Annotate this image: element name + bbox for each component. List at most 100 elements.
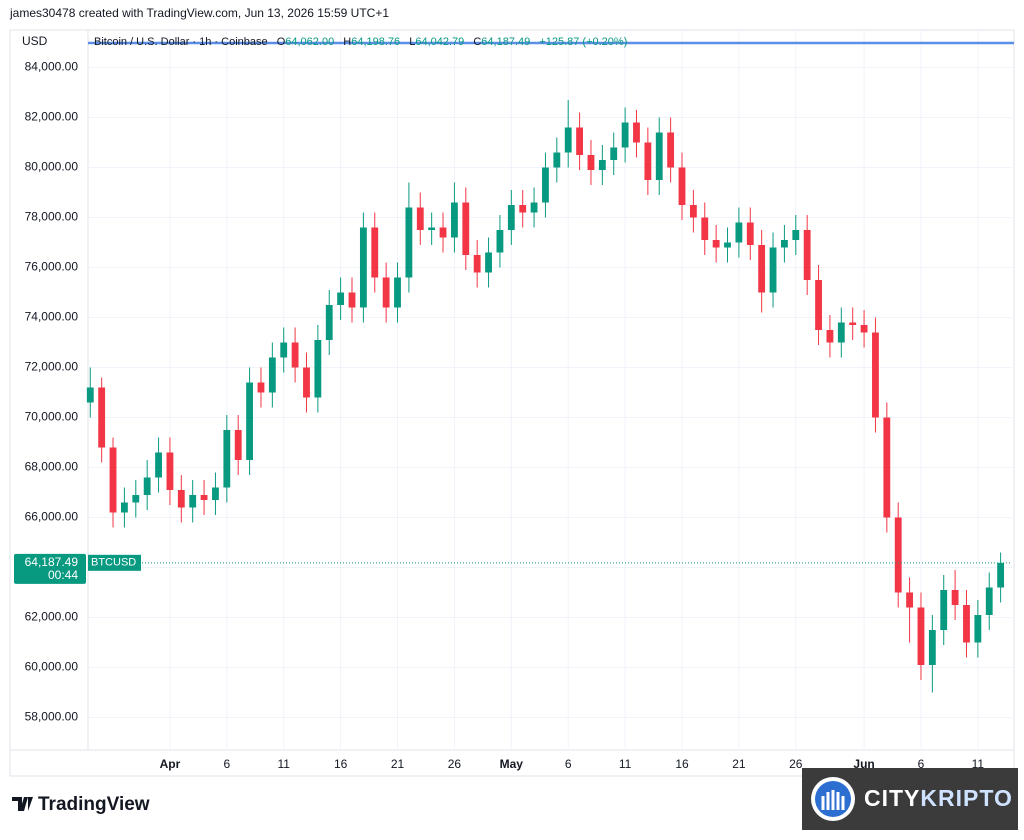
candle-body bbox=[485, 252, 492, 273]
candle-body bbox=[98, 387, 106, 448]
watermark-text: CITYKRIPTO bbox=[864, 785, 1013, 811]
candle-body bbox=[610, 147, 618, 160]
price-tag-box bbox=[14, 553, 86, 584]
candle-body bbox=[155, 452, 162, 478]
high: 64,198.76 bbox=[351, 36, 400, 48]
y-tick-label: 82,000.00 bbox=[25, 110, 79, 124]
candle-body bbox=[940, 590, 948, 630]
candle-body bbox=[564, 127, 572, 153]
y-tick-label: 74,000.00 bbox=[25, 310, 79, 324]
x-tick-label: 21 bbox=[732, 757, 746, 771]
logo-icon bbox=[12, 797, 33, 811]
candle-body bbox=[166, 452, 174, 490]
candle-body bbox=[234, 430, 242, 460]
close: 64,187.49 bbox=[481, 36, 530, 48]
watermark-b: KRIPTO bbox=[920, 785, 1012, 811]
candle-body bbox=[109, 447, 117, 513]
candle-body bbox=[758, 245, 766, 293]
high-key: H bbox=[343, 36, 351, 48]
candle-body bbox=[462, 202, 470, 255]
candle-body bbox=[325, 305, 333, 340]
candle-body bbox=[872, 332, 879, 418]
candle-body bbox=[451, 202, 458, 238]
candle-body bbox=[689, 205, 697, 218]
candle-body bbox=[712, 240, 720, 248]
candle-body bbox=[576, 127, 583, 155]
y-tick-label: 66,000.00 bbox=[25, 510, 79, 524]
x-tick-label: 21 bbox=[391, 757, 405, 771]
change: +125.87 (+0.20%) bbox=[539, 36, 627, 48]
y-tick-label: 80,000.00 bbox=[25, 160, 79, 174]
y-tick-label: 76,000.00 bbox=[25, 260, 79, 274]
candle-body bbox=[701, 217, 709, 240]
x-tick-label: May bbox=[500, 757, 524, 771]
candle-body bbox=[542, 167, 549, 203]
open-key: O bbox=[277, 36, 286, 48]
x-tick-label: 11 bbox=[619, 757, 632, 771]
candle-body bbox=[769, 247, 777, 293]
candle-body bbox=[212, 487, 219, 500]
y-tick-label: 58,000.00 bbox=[25, 710, 79, 724]
candle-body bbox=[143, 477, 151, 495]
close-key: C bbox=[473, 36, 481, 48]
candle-body bbox=[598, 160, 606, 170]
candle-body bbox=[621, 122, 629, 148]
candle-body bbox=[303, 367, 310, 398]
candle-body bbox=[359, 227, 367, 308]
candle-body bbox=[781, 240, 788, 248]
logo: TradingView bbox=[12, 794, 150, 815]
low-key: L bbox=[409, 36, 415, 48]
candle-body bbox=[177, 490, 185, 508]
currency: USD bbox=[22, 34, 48, 48]
candle-body bbox=[633, 122, 640, 143]
candle-body bbox=[997, 562, 1005, 588]
candle-body bbox=[268, 357, 276, 393]
candle-body bbox=[815, 280, 822, 330]
low: 64,042.79 bbox=[415, 36, 464, 48]
candle-body bbox=[337, 292, 345, 305]
candle-body bbox=[724, 242, 731, 248]
candle-body bbox=[917, 607, 925, 665]
candle-body bbox=[837, 322, 845, 343]
candle-body bbox=[883, 417, 891, 518]
candle-body bbox=[587, 155, 595, 170]
candle-body bbox=[428, 227, 436, 230]
x-tick-label: Jun bbox=[853, 757, 874, 771]
x-tick-label: Apr bbox=[160, 757, 181, 771]
candle-body bbox=[371, 227, 379, 278]
candle-body bbox=[792, 230, 800, 240]
open: 64,062.00 bbox=[285, 36, 334, 48]
y-tick-label: 70,000.00 bbox=[25, 410, 79, 424]
x-tick-label: 16 bbox=[334, 757, 348, 771]
candle-body bbox=[223, 430, 231, 488]
candle-body bbox=[86, 387, 94, 403]
credit: james30478 created with TradingView.com,… bbox=[9, 6, 389, 20]
y-tick-label: 78,000.00 bbox=[25, 210, 79, 224]
candle-body bbox=[314, 340, 322, 398]
candle-body bbox=[553, 152, 561, 168]
candle-body bbox=[985, 587, 993, 615]
candle-body bbox=[974, 615, 982, 643]
watermark-a: CITY bbox=[864, 785, 920, 811]
y-tick-label: 84,000.00 bbox=[25, 60, 79, 74]
frame bbox=[9, 29, 1015, 777]
candle-body bbox=[644, 142, 652, 180]
candle-body bbox=[963, 605, 970, 643]
candle-body bbox=[678, 167, 686, 205]
candle-body bbox=[655, 132, 663, 180]
candle-body bbox=[496, 230, 504, 253]
candle-body bbox=[394, 277, 401, 308]
y-tick-label: 68,000.00 bbox=[25, 460, 79, 474]
symbol-tag-box bbox=[88, 554, 141, 571]
candle-body bbox=[530, 202, 538, 213]
symbol: Bitcoin / U.S. Dollar · 1h · Coinbase bbox=[94, 36, 268, 48]
candle-body bbox=[382, 277, 390, 308]
candle-body bbox=[803, 230, 811, 280]
candle-body bbox=[860, 325, 868, 333]
x-tick-label: 26 bbox=[789, 757, 803, 771]
x-tick-label: 6 bbox=[565, 757, 572, 771]
candle-body bbox=[439, 227, 447, 238]
price-tag-countdown: 00:44 bbox=[48, 568, 78, 582]
x-tick-label: 6 bbox=[223, 757, 230, 771]
